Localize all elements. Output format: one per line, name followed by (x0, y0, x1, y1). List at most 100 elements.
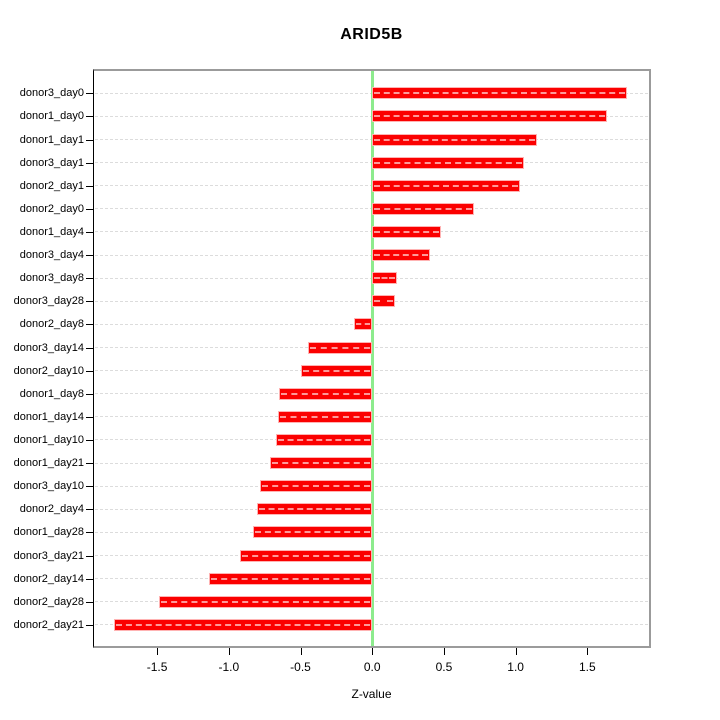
x-axis-tick (587, 648, 589, 655)
x-tick-label: 0.0 (363, 660, 381, 674)
y-axis-tick (86, 555, 93, 557)
y-tick-label: donor2_day0 (19, 202, 84, 215)
zero-reference-line (370, 71, 374, 646)
bar (158, 595, 373, 608)
x-axis-tick (372, 648, 374, 655)
x-tick-label: 1.0 (507, 660, 524, 674)
y-axis-tick (86, 301, 93, 303)
bar (372, 272, 397, 285)
bar-inner-dashed-line (160, 600, 371, 603)
y-axis-tick (86, 624, 93, 626)
y-tick-label: donor1_day10 (13, 433, 84, 446)
chart-title: ARID5B (340, 26, 403, 43)
y-axis-tick (86, 439, 93, 441)
x-tick-label: -1.5 (146, 660, 168, 674)
y-axis-tick (86, 139, 93, 141)
y-tick-label: donor1_day8 (19, 387, 84, 400)
y-tick-label: donor1_day14 (13, 410, 84, 423)
y-axis-tick (86, 324, 93, 326)
bar-inner-dashed-line (259, 508, 371, 511)
y-tick-label: donor1_day28 (13, 526, 84, 539)
plot-area (86, 69, 651, 655)
y-axis-tick (86, 162, 93, 164)
y-tick-label: donor3_day14 (13, 341, 84, 354)
bar-inner-dashed-line (309, 346, 371, 349)
y-axis-tick (86, 116, 93, 118)
x-axis-tick (515, 648, 517, 655)
y-tick-label: donor3_day28 (13, 295, 84, 308)
y-tick-label: donor2_day28 (13, 595, 84, 608)
y-tick-label: donor3_day0 (19, 87, 84, 100)
bar (279, 387, 373, 400)
y-axis-tick (86, 255, 93, 257)
y-axis-tick (86, 208, 93, 210)
bar-inner-dashed-line (374, 92, 626, 95)
y-axis-tick (86, 347, 93, 349)
y-axis-tick (86, 463, 93, 465)
x-axis-tick (300, 648, 302, 655)
bar (372, 295, 396, 308)
x-tick-label: 0.5 (435, 660, 453, 674)
bar (276, 433, 373, 446)
y-tick-label: donor1_day1 (19, 133, 84, 146)
bar (372, 87, 628, 100)
y-axis-tick (86, 185, 93, 187)
bar (257, 503, 373, 516)
y-axis-tick (86, 601, 93, 603)
bar-inner-dashed-line (374, 161, 523, 164)
bar-inner-dashed-line (210, 577, 371, 580)
bar-inner-dashed-line (281, 392, 371, 395)
y-axis-tick (86, 231, 93, 233)
bar (114, 618, 373, 631)
bar-inner-dashed-line (374, 207, 473, 210)
y-tick-label: donor2_day21 (13, 618, 84, 631)
bar (372, 249, 430, 262)
x-tick-label: -0.5 (290, 660, 311, 674)
y-tick-label: donor3_day21 (13, 549, 84, 562)
bar-inner-dashed-line (278, 438, 371, 441)
bar-inner-dashed-line (242, 554, 371, 557)
bar-inner-dashed-line (255, 531, 371, 534)
y-tick-label: donor2_day1 (19, 179, 84, 192)
x-tick-label: 1.5 (578, 660, 596, 674)
y-tick-label: donor3_day10 (13, 480, 84, 493)
y-tick-label: donor3_day1 (19, 156, 84, 169)
bar (372, 133, 538, 146)
bar (260, 480, 373, 493)
bar (253, 526, 373, 539)
bar (270, 457, 373, 470)
bar (277, 410, 373, 423)
y-tick-label: donor1_day4 (19, 225, 84, 238)
bar-inner-dashed-line (374, 230, 440, 233)
bar-inner-dashed-line (374, 300, 394, 303)
bar-inner-dashed-line (374, 254, 428, 257)
y-tick-label: donor1_day0 (19, 110, 84, 123)
bar-inner-dashed-line (272, 462, 371, 465)
bar-inner-dashed-line (374, 277, 395, 280)
bar (300, 364, 373, 377)
y-tick-label: donor2_day10 (13, 364, 84, 377)
bar (307, 341, 373, 354)
y-tick-label: donor2_day14 (13, 572, 84, 585)
bar-inner-dashed-line (279, 415, 371, 418)
bar (240, 549, 373, 562)
y-tick-label: donor2_day8 (19, 318, 84, 331)
bar (372, 179, 520, 192)
y-axis-tick (86, 416, 93, 418)
x-axis-title: Z-value (351, 687, 392, 701)
y-axis-tick (86, 486, 93, 488)
bar-inner-dashed-line (374, 138, 536, 141)
bar (353, 318, 373, 331)
y-axis-tick (86, 393, 93, 395)
bar-inner-dashed-line (374, 184, 518, 187)
y-axis-tick (86, 93, 93, 95)
bar (372, 110, 608, 123)
bar (372, 202, 475, 215)
bar-inner-dashed-line (374, 115, 606, 118)
bar-inner-dashed-line (116, 623, 371, 626)
y-axis-tick (86, 532, 93, 534)
bar-inner-dashed-line (302, 369, 371, 372)
bar (372, 156, 525, 169)
bar (208, 572, 373, 585)
